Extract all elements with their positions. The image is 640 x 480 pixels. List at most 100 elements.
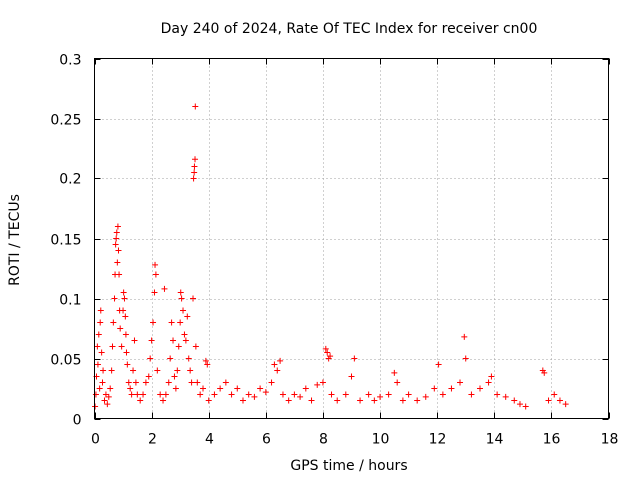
data-point [431, 385, 438, 392]
data-point [117, 325, 124, 332]
data-point [545, 397, 552, 404]
data-point [148, 337, 155, 344]
data-point [251, 393, 258, 400]
data-point [494, 391, 501, 398]
y-tick-label: 0.25 [50, 113, 81, 129]
axis-ticks [94, 58, 610, 420]
data-point [97, 319, 104, 326]
data-point [194, 379, 201, 386]
data-point [399, 397, 406, 404]
data-point [277, 357, 284, 364]
data-point [562, 401, 569, 408]
data-point [170, 337, 177, 344]
data-point [297, 393, 304, 400]
data-point [234, 385, 241, 392]
data-point [113, 229, 120, 236]
y-tick-label: 0.1 [59, 293, 81, 309]
data-point [162, 391, 169, 398]
data-point [142, 379, 149, 386]
data-point [127, 385, 134, 392]
data-point [468, 391, 475, 398]
data-point [351, 355, 358, 362]
x-tick-label: 0 [91, 432, 100, 448]
data-point [191, 163, 198, 170]
data-point [134, 391, 141, 398]
chart-title: Day 240 of 2024, Rate Of TEC Index for r… [161, 21, 538, 37]
data-point [118, 343, 125, 350]
data-point [371, 397, 378, 404]
data-point [98, 349, 105, 356]
data-point [302, 385, 309, 392]
data-point [319, 379, 326, 386]
data-point [122, 313, 129, 320]
data-point [177, 319, 184, 326]
data-point [122, 331, 129, 338]
data-point [204, 361, 211, 368]
data-point [132, 379, 139, 386]
data-point [99, 379, 106, 386]
data-point [394, 379, 401, 386]
data-point [522, 403, 529, 410]
plot-frame [94, 58, 609, 419]
data-point [111, 295, 118, 302]
data-point [110, 319, 117, 326]
data-point [114, 223, 121, 230]
data-point [245, 391, 252, 398]
data-point [151, 289, 158, 296]
data-point [239, 397, 246, 404]
data-point [114, 259, 121, 266]
data-point [172, 385, 179, 392]
data-point [462, 355, 469, 362]
data-point [100, 367, 107, 374]
data-point [147, 355, 154, 362]
data-point [154, 367, 161, 374]
data-point [105, 393, 112, 400]
data-point [174, 367, 181, 374]
data-point [145, 373, 152, 380]
data-point [511, 397, 518, 404]
data-point [178, 295, 185, 302]
data-point [130, 367, 137, 374]
data-point [128, 391, 135, 398]
data-point [184, 313, 191, 320]
x-tick-label: 4 [205, 432, 214, 448]
data-point [457, 379, 464, 386]
data-point [485, 379, 492, 386]
data-point [112, 241, 119, 248]
data-point [314, 381, 321, 388]
data-point [200, 385, 207, 392]
data-point [104, 401, 111, 408]
x-tick-label: 14 [486, 432, 504, 448]
data-point [152, 261, 159, 268]
data-point [152, 271, 159, 278]
data-point [171, 373, 178, 380]
data-point [120, 289, 127, 296]
data-point [94, 361, 101, 368]
data-point [328, 391, 335, 398]
data-point [202, 357, 209, 364]
data-point [435, 361, 442, 368]
data-point [131, 337, 138, 344]
data-point [285, 397, 292, 404]
data-point [291, 391, 298, 398]
data-point [556, 397, 563, 404]
x-axis-label: GPS time / hours [290, 458, 407, 474]
data-point [192, 343, 199, 350]
data-point [160, 397, 167, 404]
data-point [377, 393, 384, 400]
data-point [205, 397, 212, 404]
data-point [97, 307, 104, 314]
data-point [348, 373, 355, 380]
data-point [94, 343, 101, 350]
data-point [109, 343, 116, 350]
data-point [228, 391, 235, 398]
data-point [197, 391, 204, 398]
data-point [120, 307, 127, 314]
data-point [181, 331, 188, 338]
data-point [191, 169, 198, 176]
data-point [108, 367, 115, 374]
data-point [414, 397, 421, 404]
data-point [439, 391, 446, 398]
data-point [405, 391, 412, 398]
